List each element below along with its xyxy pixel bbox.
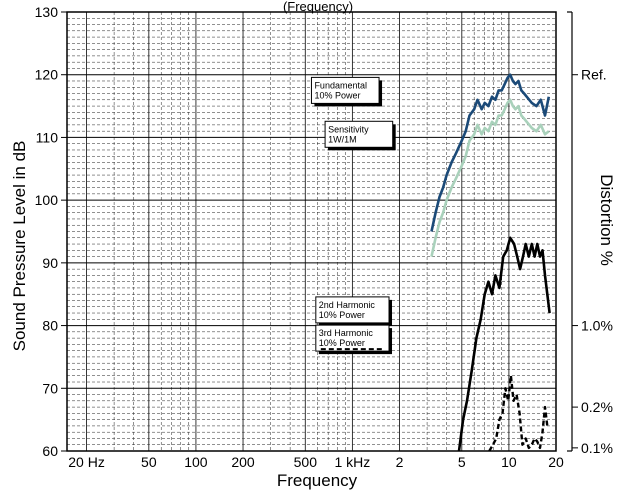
x-tick-label: 100 xyxy=(184,454,208,470)
x-axis-title: Frequency xyxy=(277,471,358,490)
x-tick-label: 10 xyxy=(501,454,517,470)
x-tick-label: 500 xyxy=(294,454,318,470)
y-tick-label: 90 xyxy=(42,255,58,271)
x-tick-labels: 20 Hz 50 100 200 500 1 kHz 2 5 10 20 xyxy=(68,454,564,470)
legend-box-frame xyxy=(324,120,394,148)
right-tick-label: 0.1% xyxy=(581,440,613,456)
y-tick-label: 80 xyxy=(42,318,58,334)
y-tick-label: 120 xyxy=(35,67,59,83)
legend-box-text: 10% Power xyxy=(319,310,365,320)
y-tick-label: 100 xyxy=(35,192,59,208)
y-tick-label: 110 xyxy=(36,129,59,145)
right-axis-title: Distortion % xyxy=(597,174,616,266)
series-h2-line xyxy=(457,236,551,452)
x-tick-label: 50 xyxy=(141,454,157,470)
series-sensitivity-line xyxy=(430,98,550,257)
legend-box-text: Sensitivity xyxy=(328,124,369,134)
legend-box-text: 3rd Harmonic xyxy=(319,328,374,338)
legend-box-text: 10% Power xyxy=(319,338,365,348)
y-tick-label: 130 xyxy=(35,4,59,20)
right-tick-label: 1.0% xyxy=(581,318,613,334)
x-tick-label: 5 xyxy=(458,454,466,470)
legend-box-frame xyxy=(315,296,390,324)
series-layer xyxy=(430,73,551,452)
series-fundamental-line xyxy=(430,73,551,232)
major-grid xyxy=(67,12,557,451)
x-tick-label: 20 xyxy=(548,454,564,470)
right-axis: Ref. 1.0% 0.2% 0.1% xyxy=(567,11,613,456)
y-axis-title: Sound Pressure Level in dB xyxy=(10,141,29,352)
x-tick-label: 1 kHz xyxy=(335,454,371,470)
legend-box-frame xyxy=(315,324,390,352)
x-tick-label: 2 xyxy=(396,454,404,470)
y-tick-label: 60 xyxy=(42,443,58,459)
right-tick-label: Ref. xyxy=(581,67,607,83)
x-tick-label: 200 xyxy=(231,454,255,470)
legend-box-text: 2nd Harmonic xyxy=(319,300,376,310)
y-tick-label: 70 xyxy=(42,380,58,396)
legend-box-text: 1W/1M xyxy=(328,134,357,144)
legend-box-frame xyxy=(310,76,380,104)
chart-title: (Frequency) xyxy=(283,0,353,14)
plot-frame xyxy=(66,11,557,452)
x-tick-label: 20 Hz xyxy=(68,454,105,470)
series-h3-line xyxy=(488,374,549,452)
right-tick-label: 0.2% xyxy=(581,399,613,415)
y-tick-labels: 60 70 80 90 100 110 120 130 xyxy=(35,4,67,459)
legend-box-text: Fundamental xyxy=(314,80,367,90)
legend-box-text: 10% Power xyxy=(314,90,360,100)
